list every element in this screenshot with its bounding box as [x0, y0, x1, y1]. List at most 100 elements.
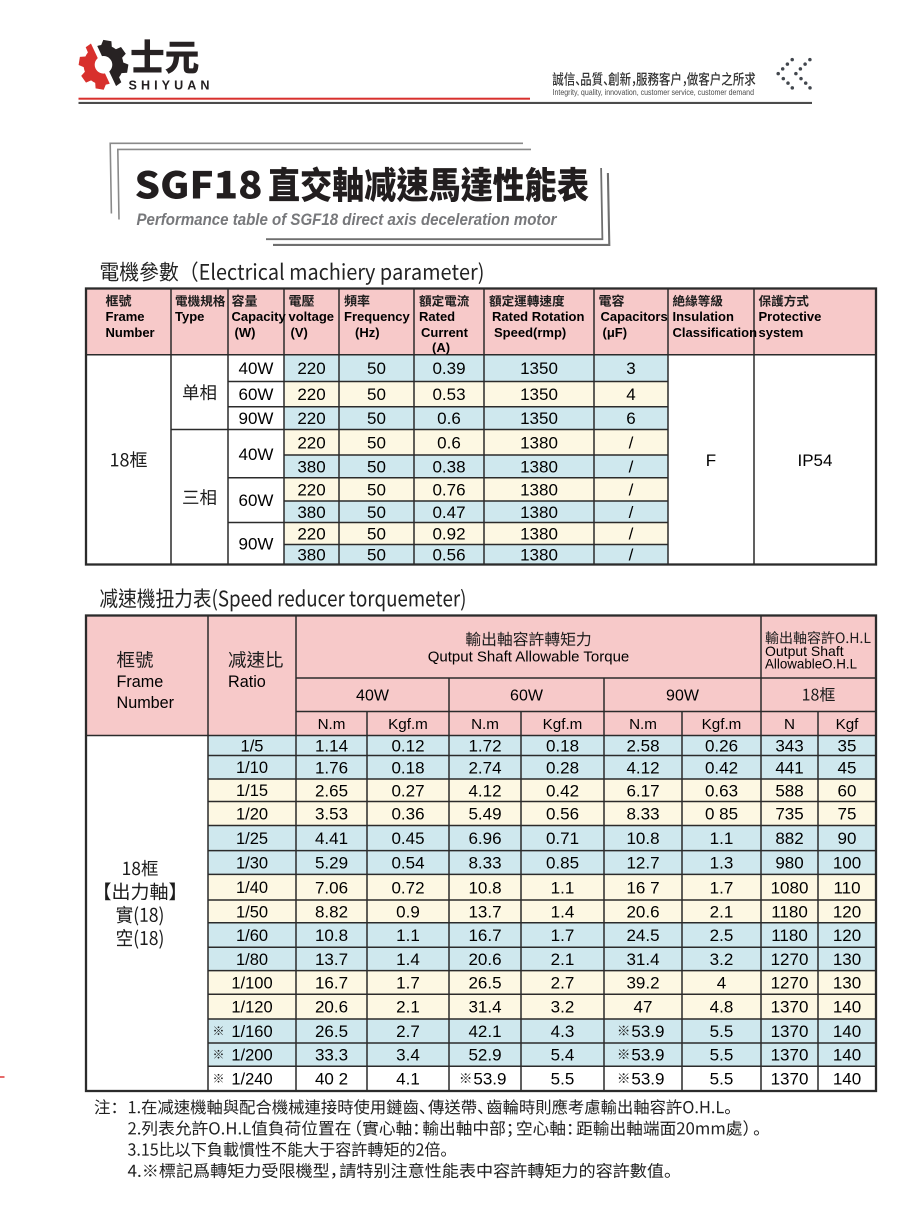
svg-text:1.7: 1.7 — [551, 926, 575, 945]
svg-text:Insulation: Insulation — [673, 309, 734, 324]
svg-text:1080: 1080 — [771, 878, 809, 897]
svg-text:IP54: IP54 — [798, 451, 833, 470]
svg-text:50: 50 — [367, 546, 386, 565]
svg-text:1180: 1180 — [771, 926, 808, 945]
svg-text:53.9: 53.9 — [631, 1046, 664, 1065]
svg-text:4.3: 4.3 — [551, 1022, 575, 1041]
svg-text:5.29: 5.29 — [315, 854, 348, 873]
svg-text:1380: 1380 — [520, 481, 558, 500]
svg-text:2.7: 2.7 — [396, 1022, 420, 1041]
svg-text:Number: Number — [117, 694, 175, 712]
svg-text:588: 588 — [775, 781, 803, 800]
svg-text:53.9: 53.9 — [631, 1070, 664, 1089]
svg-text:380: 380 — [297, 546, 325, 565]
svg-text:0.39: 0.39 — [432, 359, 465, 378]
svg-text:Current: Current — [421, 325, 469, 340]
svg-text:1/60: 1/60 — [236, 927, 268, 945]
svg-text:Capacitors: Capacitors — [601, 309, 668, 324]
svg-text:0.38: 0.38 — [432, 458, 465, 477]
svg-text:50: 50 — [367, 525, 386, 544]
svg-text:5.49: 5.49 — [468, 805, 501, 824]
svg-text:system: system — [759, 325, 804, 340]
svg-text:1.4: 1.4 — [551, 903, 575, 922]
svg-text:220: 220 — [297, 409, 325, 428]
svg-text:5.4: 5.4 — [551, 1046, 575, 1065]
svg-text:90W: 90W — [239, 409, 274, 428]
svg-text:1370: 1370 — [771, 998, 809, 1017]
svg-text:F: F — [706, 451, 716, 470]
svg-text:10.8: 10.8 — [468, 878, 501, 897]
svg-text:6: 6 — [626, 409, 635, 428]
svg-text:0.27: 0.27 — [391, 781, 424, 800]
svg-text:(μF): (μF) — [603, 325, 628, 340]
svg-text:35: 35 — [838, 737, 857, 756]
svg-text:Rated Rotation: Rated Rotation — [492, 309, 585, 324]
svg-text:380: 380 — [297, 458, 325, 477]
svg-text:53.9: 53.9 — [631, 1022, 664, 1041]
svg-text:Type: Type — [175, 309, 204, 324]
svg-text:0.42: 0.42 — [705, 758, 738, 777]
svg-text:voltage: voltage — [289, 309, 335, 324]
svg-text:50: 50 — [367, 481, 386, 500]
svg-text:343: 343 — [775, 737, 803, 756]
svg-text:1370: 1370 — [771, 1070, 809, 1089]
svg-text:4.12: 4.12 — [468, 781, 501, 800]
svg-text:0.47: 0.47 — [432, 503, 465, 522]
svg-text:20.6: 20.6 — [468, 950, 501, 969]
svg-text:Classification: Classification — [673, 325, 758, 340]
svg-text:0.63: 0.63 — [705, 781, 738, 800]
svg-text:42.1: 42.1 — [468, 1022, 501, 1041]
svg-text:120: 120 — [833, 926, 861, 945]
svg-text:39.2: 39.2 — [626, 974, 659, 993]
svg-text:40 2: 40 2 — [315, 1070, 348, 1089]
svg-text:50: 50 — [367, 503, 386, 522]
svg-text:1.1: 1.1 — [396, 926, 420, 945]
svg-text:140: 140 — [833, 1070, 861, 1089]
svg-text:100: 100 — [833, 854, 861, 873]
svg-text:0.56: 0.56 — [432, 546, 465, 565]
svg-text:0.76: 0.76 — [432, 481, 465, 500]
svg-text:5.5: 5.5 — [710, 1022, 734, 1041]
svg-text:26.5: 26.5 — [315, 1022, 348, 1041]
svg-text:1370: 1370 — [771, 1022, 809, 1041]
svg-text:Speed(rmp): Speed(rmp) — [494, 325, 566, 340]
svg-text:N.m: N.m — [629, 716, 657, 733]
svg-text:90W: 90W — [239, 535, 274, 554]
svg-text:90: 90 — [838, 829, 857, 848]
svg-text:3.2: 3.2 — [551, 998, 575, 1017]
svg-text:Capacity: Capacity — [232, 309, 287, 324]
svg-text:Frame: Frame — [106, 309, 145, 324]
svg-text:3.4: 3.4 — [396, 1046, 420, 1065]
svg-text:980: 980 — [775, 854, 803, 873]
svg-text:(W): (W) — [235, 325, 256, 340]
svg-text:2.1: 2.1 — [396, 998, 420, 1017]
svg-text:4: 4 — [626, 385, 635, 404]
svg-text:1/15: 1/15 — [236, 782, 268, 800]
svg-text:7.06: 7.06 — [315, 878, 348, 897]
svg-text:140: 140 — [833, 1046, 861, 1065]
svg-text:1/40: 1/40 — [236, 879, 268, 897]
svg-text:Kgf: Kgf — [836, 716, 860, 733]
svg-text:53.9: 53.9 — [473, 1070, 506, 1089]
svg-text:(Hz): (Hz) — [355, 325, 380, 340]
svg-text:3.2: 3.2 — [710, 950, 734, 969]
svg-text:Kgf.m: Kgf.m — [388, 716, 428, 733]
svg-text:20.6: 20.6 — [315, 998, 348, 1017]
svg-text:75: 75 — [838, 805, 857, 824]
svg-text:0.54: 0.54 — [391, 854, 424, 873]
svg-text:1.76: 1.76 — [315, 758, 348, 777]
svg-text:2.1: 2.1 — [710, 903, 734, 922]
svg-text:/: / — [629, 433, 634, 452]
svg-text:40W: 40W — [239, 445, 274, 464]
svg-text:0.45: 0.45 — [391, 829, 424, 848]
svg-text:1.3: 1.3 — [710, 854, 734, 873]
svg-text:1270: 1270 — [771, 950, 809, 969]
svg-text:Number: Number — [106, 325, 155, 340]
svg-text:2.74: 2.74 — [468, 758, 501, 777]
svg-text:0.18: 0.18 — [546, 737, 579, 756]
svg-text:220: 220 — [297, 433, 325, 452]
svg-text:2.65: 2.65 — [315, 781, 348, 800]
svg-text:1/5: 1/5 — [241, 738, 264, 756]
svg-text:1270: 1270 — [771, 974, 809, 993]
svg-text:90W: 90W — [666, 688, 700, 705]
